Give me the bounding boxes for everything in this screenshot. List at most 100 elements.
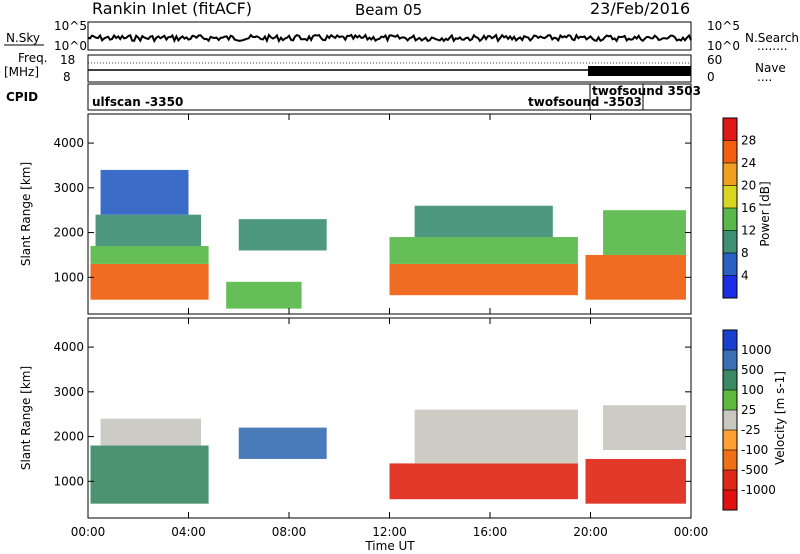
noise-tick-top-right: 10^5 xyxy=(707,19,740,33)
power-colorbar-tick-label: 28 xyxy=(741,134,756,148)
power-colorbar: 4 8 12 16 20 24 28 xyxy=(722,117,756,299)
cpid-panel: CPID ulfscan -3350 twofsound -3503 twofs… xyxy=(6,83,701,111)
velocity-region xyxy=(603,405,686,450)
velocity-colorbar: 1000 500 100 25 -25 -100 -500 -1000 xyxy=(722,329,776,511)
x-tick-label: 08:00 xyxy=(272,525,307,539)
velocity-colorbar-tick-label: -25 xyxy=(741,423,761,437)
power-ytick-label: 3000 xyxy=(53,181,84,195)
nave-dots: .... xyxy=(757,70,772,84)
velocity-colorbar-swatch xyxy=(723,430,737,450)
cpid-segment-1: ulfscan -3350 xyxy=(92,95,183,109)
power-cbar-label: Power [dB] xyxy=(758,181,772,246)
power-ytick-label: 4000 xyxy=(53,136,84,150)
velocity-colorbar-swatch xyxy=(723,370,737,390)
power-colorbar-swatch xyxy=(723,253,737,276)
x-axis: 00:00 04:00 08:00 12:00 16:00 20:00 00:00 xyxy=(71,114,709,539)
beam-title: Beam 05 xyxy=(355,1,422,19)
power-region xyxy=(95,214,202,246)
velocity-colorbar-swatch xyxy=(723,490,737,510)
velocity-ytick-label: 3000 xyxy=(53,385,84,399)
power-colorbar-swatch xyxy=(723,140,737,163)
station-title: Rankin Inlet (fitACF) xyxy=(92,0,252,18)
power-colorbar-tick-label: 8 xyxy=(741,246,749,260)
nave-label: Nave xyxy=(755,61,786,75)
power-region xyxy=(226,281,302,309)
power-colorbar-swatch xyxy=(723,118,737,141)
freq-panel: Freq. [MHz] 18 8 60 0 Nave .... xyxy=(4,51,786,84)
noise-right-label: N.Search xyxy=(745,31,799,45)
velocity-colorbar-tick-label: -1000 xyxy=(741,483,776,497)
power-region xyxy=(389,263,578,296)
power-region xyxy=(389,237,578,264)
x-tick-label: 00:00 xyxy=(674,525,709,539)
x-tick-label: 20:00 xyxy=(573,525,608,539)
freq-tick-18: 18 xyxy=(60,53,75,67)
velocity-ylabel: Slant Range [km] xyxy=(19,366,33,470)
cpid-label: CPID xyxy=(6,90,38,104)
x-tick-label: 16:00 xyxy=(473,525,508,539)
noise-tick-bottom-left: 10^0 xyxy=(54,39,87,53)
velocity-panel: 1000 2000 3000 4000 Slant Range [km] 1000 50… xyxy=(19,317,787,519)
power-colorbar-swatch xyxy=(723,230,737,253)
power-region xyxy=(414,205,553,238)
noise-tick-bottom-right: 10^0 xyxy=(707,39,740,53)
x-axis-label: Time UT xyxy=(364,539,415,553)
velocity-region xyxy=(238,427,327,459)
power-region xyxy=(90,245,209,264)
power-colorbar-swatch xyxy=(723,163,737,186)
velocity-region xyxy=(585,458,686,504)
power-colorbar-tick-label: 24 xyxy=(741,156,756,170)
velocity-colorbar-tick-label: -100 xyxy=(741,443,768,457)
noise-trace xyxy=(87,33,692,44)
velocity-colorbar-swatch xyxy=(723,410,737,430)
velocity-region xyxy=(90,445,209,504)
power-region xyxy=(100,169,189,215)
power-colorbar-tick-label: 4 xyxy=(741,269,749,283)
power-colorbar-swatch xyxy=(723,208,737,231)
velocity-region xyxy=(100,418,202,446)
nave-tick-0: 0 xyxy=(707,70,715,84)
velocity-region xyxy=(389,463,578,500)
power-region xyxy=(90,263,209,300)
velocity-ytick-label: 2000 xyxy=(53,430,84,444)
power-colorbar-swatch xyxy=(723,185,737,208)
noise-left-label: N.Sky xyxy=(6,31,40,45)
power-panel: 1000 2000 3000 4000 Slant Range [km] 4 8 12 16… xyxy=(19,113,772,315)
power-region xyxy=(585,254,686,300)
velocity-colorbar-swatch xyxy=(723,390,737,410)
noise-right-dots: ........ xyxy=(757,39,788,53)
x-tick-label: 12:00 xyxy=(372,525,407,539)
power-colorbar-tick-label: 12 xyxy=(741,224,756,238)
velocity-ytick-label: 4000 xyxy=(53,340,84,354)
nave-tick-60: 60 xyxy=(707,53,722,67)
power-colorbar-tick-label: 16 xyxy=(741,201,756,215)
x-tick-label: 04:00 xyxy=(171,525,206,539)
power-ytick-label: 2000 xyxy=(53,226,84,240)
cpid-segment-2: twofsound -3503 xyxy=(528,95,642,109)
freq-label-1: Freq. xyxy=(18,51,48,65)
velocity-colorbar-tick-label: 100 xyxy=(741,383,764,397)
velocity-colorbar-tick-label: -500 xyxy=(741,463,768,477)
power-heatmap xyxy=(90,169,686,309)
velocity-heatmap xyxy=(90,405,686,504)
velocity-colorbar-frame xyxy=(722,329,738,511)
power-colorbar-tick-label: 20 xyxy=(741,179,756,193)
noise-panel: N.Sky 10^5 10^0 10^5 10^0 N.Search .....… xyxy=(4,19,799,53)
date-title: 23/Feb/2016 xyxy=(590,0,690,18)
velocity-colorbar-swatch xyxy=(723,470,737,490)
x-tick-label: 00:00 xyxy=(71,525,106,539)
power-ylabel: Slant Range [km] xyxy=(19,162,33,266)
velocity-ytick-label: 1000 xyxy=(53,474,84,488)
cpid-segment-3: twofsound 3503 xyxy=(592,84,701,98)
velocity-region xyxy=(414,409,578,464)
velocity-cbar-label: Velocity [m s-1] xyxy=(773,371,787,465)
power-ytick-label: 1000 xyxy=(53,270,84,284)
freq-label-2: [MHz] xyxy=(4,65,39,79)
power-region xyxy=(238,219,327,251)
power-colorbar-swatch xyxy=(723,275,737,298)
velocity-colorbar-swatch xyxy=(723,330,737,350)
velocity-colorbar-swatch xyxy=(723,450,737,470)
freq-tick-8: 8 xyxy=(63,70,71,84)
velocity-colorbar-tick-label: 1000 xyxy=(741,343,772,357)
